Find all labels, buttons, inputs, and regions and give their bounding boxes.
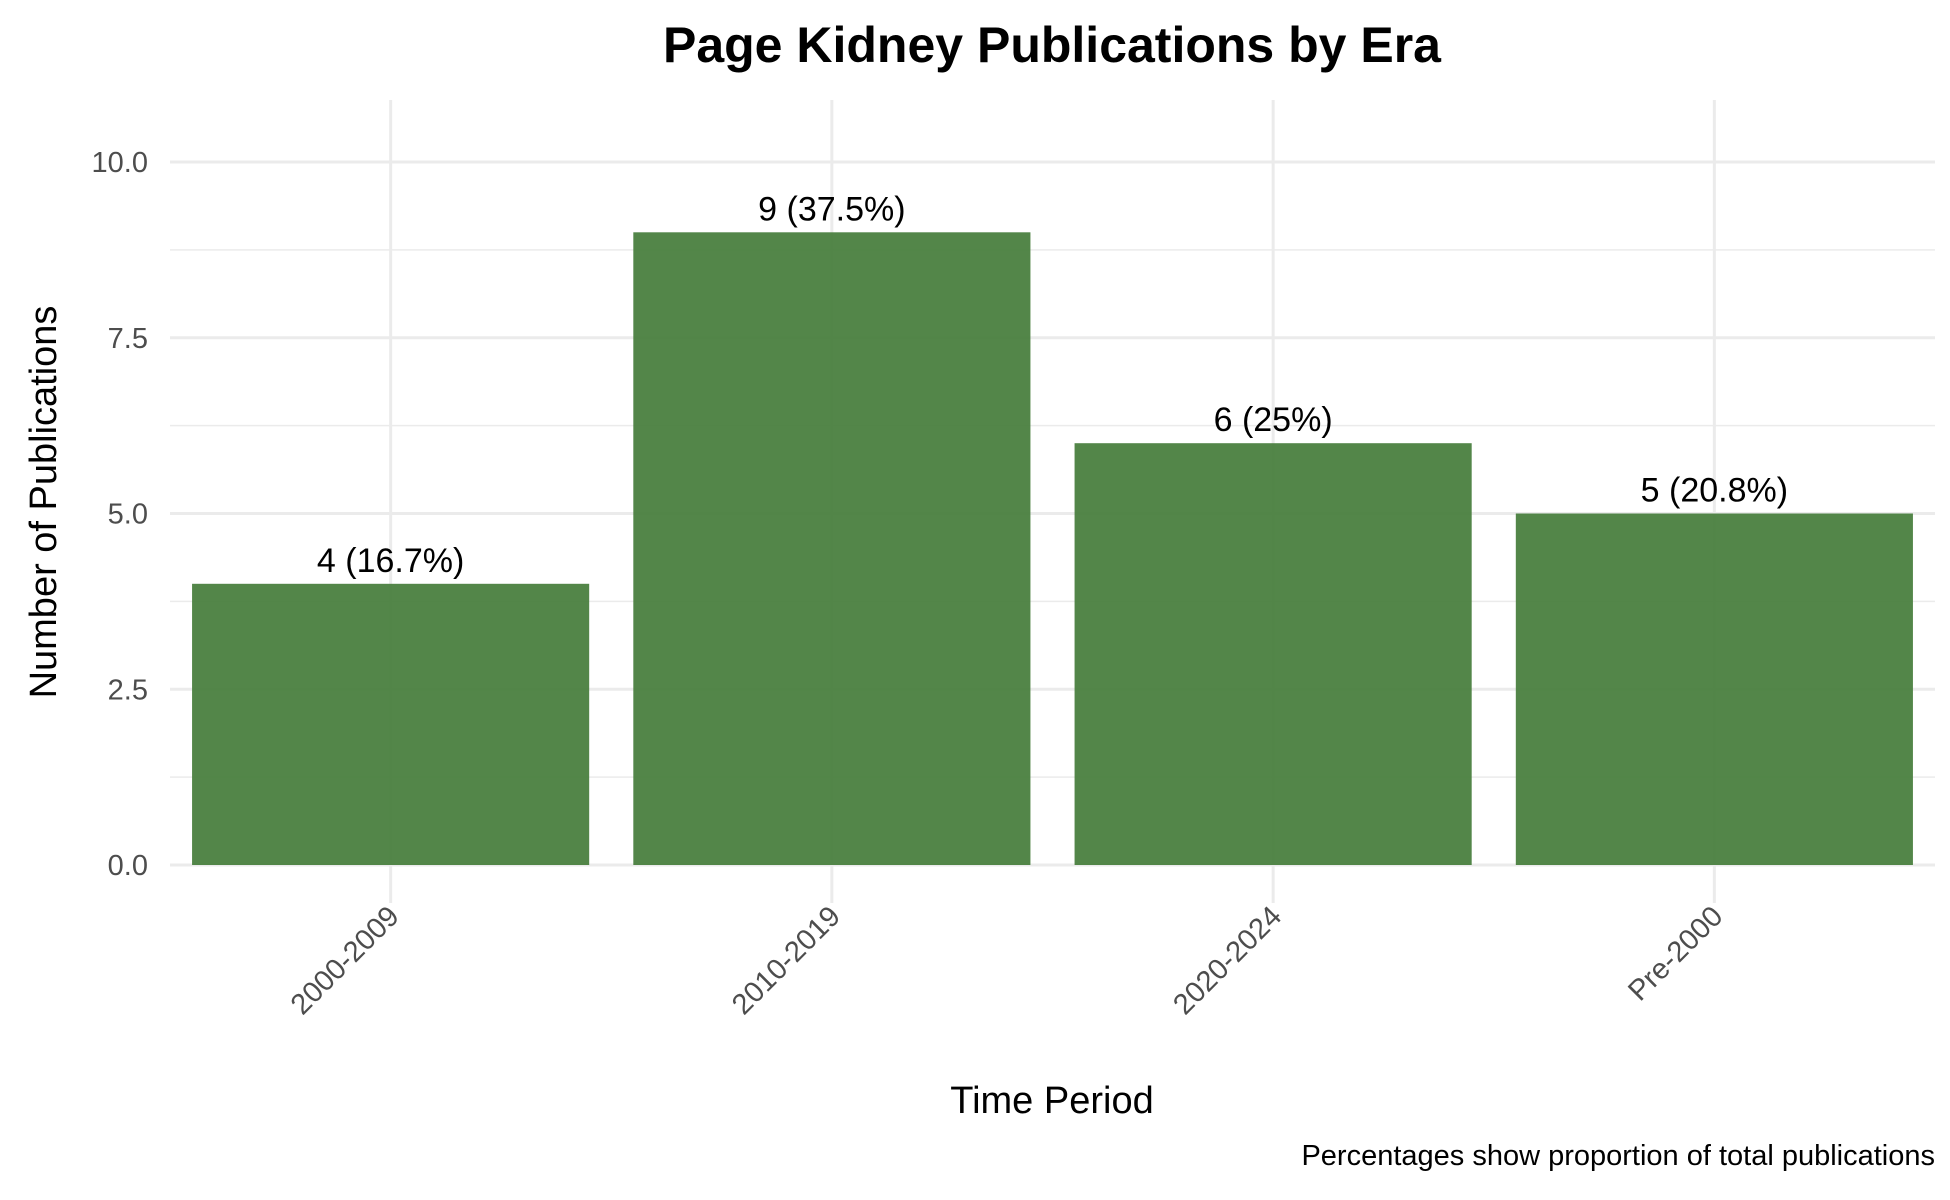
bar-data-label: 5 (20.8%) (1641, 472, 1788, 510)
x-axis-title: Time Period (950, 1080, 1153, 1122)
y-tick-label: 10.0 (92, 147, 148, 179)
y-tick-label: 5.0 (108, 499, 148, 531)
bar (1074, 443, 1472, 865)
bar-data-label: 4 (16.7%) (317, 542, 464, 580)
bar (192, 583, 590, 865)
y-tick-label: 7.5 (108, 323, 148, 355)
y-tick-label: 2.5 (108, 674, 148, 706)
x-tick-label: 2020-2024 (1167, 900, 1288, 1021)
chart-caption: Percentages show proportion of total pub… (1301, 1140, 1935, 1172)
x-tick-label: 2010-2019 (726, 900, 847, 1021)
bar (633, 232, 1031, 866)
bar-data-label: 9 (37.5%) (758, 190, 905, 228)
y-tick-label: 0.0 (108, 850, 148, 882)
bar (1515, 513, 1913, 865)
x-tick-label: 2000-2009 (285, 900, 406, 1021)
data-labels: 4 (16.7%) 9 (37.5%) 6 (25%) 5 (20.8%) (317, 190, 1788, 580)
chart-title: Page Kidney Publications by Era (663, 17, 1442, 73)
y-axis-title: Number of Publications (23, 306, 65, 699)
bar-data-label: 6 (25%) (1214, 401, 1333, 439)
bars (192, 232, 1913, 866)
x-tick-label: Pre-2000 (1622, 900, 1729, 1007)
